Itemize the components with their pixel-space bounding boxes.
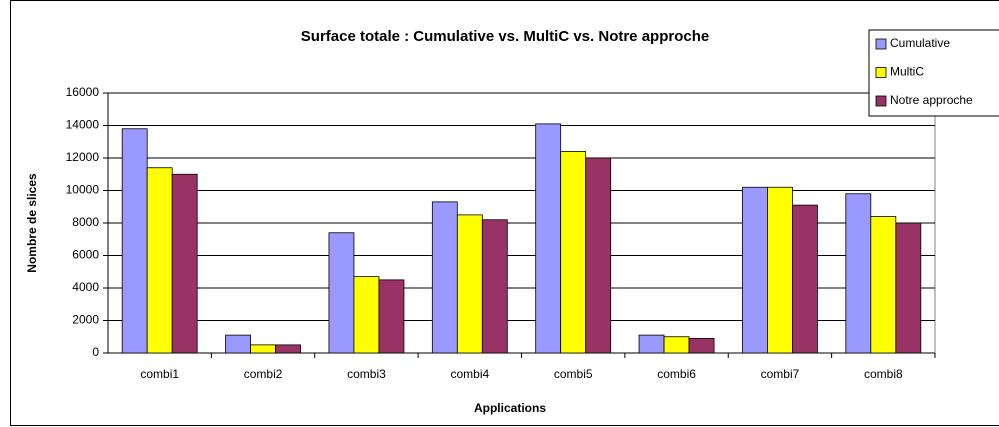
y-tick-label: 10000 — [66, 183, 100, 197]
x-tick-label: combi2 — [244, 367, 283, 381]
y-tick-label: 16000 — [66, 85, 100, 99]
legend-swatch — [875, 67, 887, 78]
bar — [792, 204, 818, 354]
x-tick-label: combi1 — [140, 367, 179, 381]
bar — [250, 344, 276, 354]
bar — [767, 186, 793, 354]
x-axis-label: Applications — [474, 401, 546, 415]
x-tick-label: combi7 — [761, 367, 800, 381]
bar — [431, 201, 458, 354]
x-tick-label: combi3 — [347, 367, 386, 381]
y-tick-label: 2000 — [72, 313, 99, 327]
bar — [275, 344, 301, 354]
y-axis-label: Nombre de slices — [25, 173, 39, 273]
bar — [481, 219, 508, 354]
bar — [895, 222, 922, 354]
legend-label: MultiC — [890, 65, 924, 79]
legend-swatch — [875, 95, 887, 107]
y-tick-label: 12000 — [66, 150, 100, 164]
legend-box — [868, 29, 999, 117]
bar — [585, 157, 612, 354]
chart-title: Surface totale : Cumulative vs. MultiC v… — [301, 28, 709, 45]
bar — [456, 214, 483, 354]
bar — [535, 123, 562, 354]
x-tick-label: combi5 — [554, 367, 593, 381]
bar — [688, 337, 715, 354]
y-tick-label: 6000 — [72, 248, 99, 262]
y-tick-label: 0 — [92, 345, 99, 359]
bar — [378, 279, 405, 354]
bar — [121, 128, 148, 354]
x-tick-label: combi4 — [450, 367, 489, 381]
bar — [845, 193, 872, 354]
legend-label: Notre approche — [890, 93, 973, 107]
y-tick-label: 8000 — [72, 215, 99, 229]
legend-label: Cumulative — [890, 36, 950, 50]
x-tick-label: combi8 — [864, 367, 903, 381]
bar — [328, 232, 355, 354]
bar — [742, 186, 768, 354]
bar — [171, 173, 198, 354]
bar — [560, 151, 587, 354]
bar — [870, 216, 897, 354]
y-tick-label: 14000 — [66, 118, 100, 132]
y-tick-label: 4000 — [72, 280, 99, 294]
bar — [638, 334, 665, 354]
bar — [353, 276, 380, 354]
bar — [663, 336, 690, 354]
bar — [146, 167, 173, 354]
x-tick-label: combi6 — [657, 367, 696, 381]
legend-swatch — [875, 38, 887, 50]
bar — [225, 334, 251, 354]
